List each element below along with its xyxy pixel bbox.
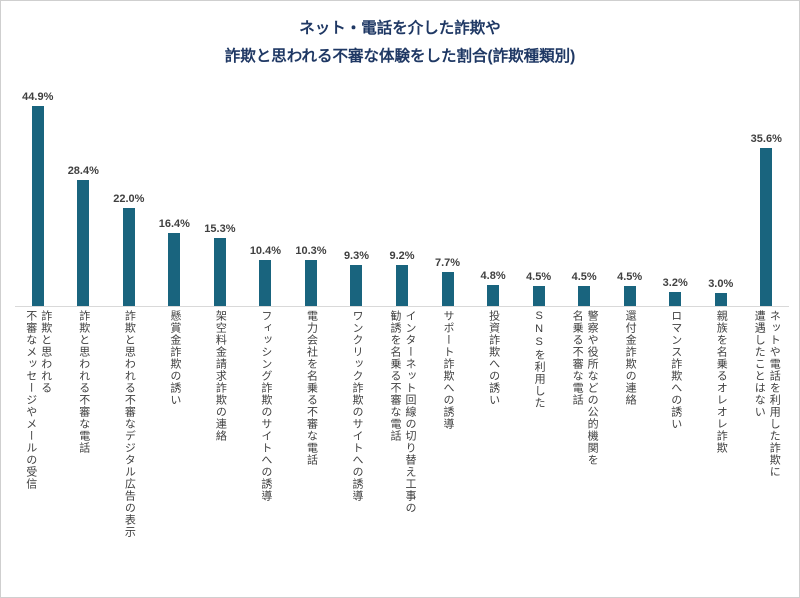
category-label-cell: 架空料金請求詐欺の連絡 bbox=[197, 310, 243, 442]
category-label: 詐欺と思われる 不審なメッセージやメールの受信 bbox=[24, 310, 52, 490]
category-axis-labels: 詐欺と思われる 不審なメッセージやメールの受信 詐欺と思われる不審な電話 詐欺と思わ… bbox=[15, 307, 789, 589]
bar bbox=[168, 233, 181, 306]
bar-column: 44.9% bbox=[15, 91, 61, 306]
category-label: ロマンス詐欺への誘い bbox=[669, 310, 682, 430]
category-label-cell: 投資詐欺への誘い bbox=[470, 310, 516, 406]
bar-value-label: 4.5% bbox=[526, 271, 552, 283]
bar-value-label: 22.0% bbox=[113, 193, 145, 205]
category-label-cell: 詐欺と思われる不審なデジタル広告の表示 bbox=[106, 310, 152, 538]
bar-column: 9.2% bbox=[379, 250, 425, 306]
bar bbox=[350, 265, 363, 306]
bar-value-label: 9.2% bbox=[389, 250, 415, 262]
category-label-cell: ネットや電話を利用した詐欺に 遭遇したことはない bbox=[744, 310, 790, 478]
bar-column: 7.7% bbox=[425, 257, 471, 306]
bar bbox=[623, 286, 636, 306]
category-label: 架空料金請求詐欺の連絡 bbox=[214, 310, 227, 442]
category-label: 還付金詐欺の連絡 bbox=[624, 310, 637, 406]
bar-column: 22.0% bbox=[106, 193, 152, 306]
category-label-cell: 懸賞金詐欺の誘い bbox=[152, 310, 198, 406]
bar-column: 4.5% bbox=[607, 271, 653, 306]
bar bbox=[669, 292, 682, 306]
bar-value-label: 9.3% bbox=[343, 250, 370, 262]
category-label: サポート詐欺への誘導 bbox=[442, 310, 455, 430]
bar bbox=[578, 286, 591, 306]
bar-value-label: 10.3% bbox=[295, 245, 327, 257]
bar-column: 3.2% bbox=[652, 277, 698, 306]
category-label-cell: フィッシング詐欺のサイトへの誘導 bbox=[243, 310, 289, 502]
bar-value-label: 4.5% bbox=[617, 271, 643, 283]
category-label: 電力会社を名乗る不審な電話 bbox=[305, 310, 318, 466]
category-label: 投資詐欺への誘い bbox=[487, 310, 500, 406]
category-label: フィッシング詐欺のサイトへの誘導 bbox=[259, 310, 272, 502]
bar bbox=[31, 106, 44, 306]
bar-column: 16.4% bbox=[152, 218, 198, 306]
bar-column: 4.8% bbox=[470, 270, 516, 306]
category-label: 親族を名乗るオレオレ詐欺 bbox=[715, 310, 728, 454]
bar bbox=[760, 148, 773, 306]
category-label-cell: ワンクリック詐欺のサイトへの誘導 bbox=[334, 310, 380, 502]
category-label: 詐欺と思われる不審なデジタル広告の表示 bbox=[123, 310, 136, 538]
category-label-cell: 電力会社を名乗る不審な電話 bbox=[288, 310, 334, 466]
bar-value-label: 4.5% bbox=[571, 271, 597, 283]
category-label-cell: サポート詐欺への誘導 bbox=[425, 310, 471, 430]
bar bbox=[532, 286, 545, 306]
bar-column: 9.3% bbox=[334, 250, 380, 306]
category-label-cell: 詐欺と思われる不審な電話 bbox=[61, 310, 107, 454]
bar-column: 35.6% bbox=[744, 133, 790, 306]
category-label-cell: 詐欺と思われる 不審なメッセージやメールの受信 bbox=[15, 310, 61, 490]
category-label-cell: インターネット回線の切り替え工事の 勧誘を名乗る不審な電話 bbox=[379, 310, 425, 514]
category-label-cell: 還付金詐欺の連絡 bbox=[607, 310, 653, 406]
bar bbox=[213, 238, 226, 306]
bar-column: 3.0% bbox=[698, 278, 744, 306]
bar bbox=[77, 180, 90, 306]
bar-column: 10.4% bbox=[243, 245, 289, 306]
bar-value-label: 3.0% bbox=[708, 278, 734, 290]
category-label: SNSを利用した bbox=[533, 310, 546, 409]
chart-title-line2: 詐欺と思われる不審な体験をした割合(詐欺種類別) bbox=[224, 48, 576, 65]
bar-column: 4.5% bbox=[561, 271, 607, 306]
bar-column: 10.3% bbox=[288, 245, 334, 306]
bar bbox=[487, 285, 500, 306]
bar bbox=[259, 260, 272, 306]
bar-value-label: 44.9% bbox=[22, 91, 54, 103]
bar-value-label: 15.3% bbox=[204, 223, 236, 235]
bar-value-label: 7.7% bbox=[435, 257, 461, 269]
bar bbox=[714, 293, 727, 306]
bar bbox=[396, 265, 409, 306]
chart-title: ネット・電話を介した詐欺や 詐欺と思われる不審な体験をした割合(詐欺種類別) bbox=[1, 15, 799, 71]
chart-title-line1: ネット・電話を介した詐欺や bbox=[299, 20, 501, 37]
bar-value-label: 4.8% bbox=[480, 270, 506, 282]
bar-value-label: 28.4% bbox=[67, 165, 99, 177]
bar bbox=[441, 272, 454, 306]
category-label: ネットや電話を利用した詐欺に 遭遇したことはない bbox=[753, 310, 781, 478]
bar-value-label: 10.4% bbox=[249, 245, 282, 257]
bar-chart-plot-area: 44.9% 28.4% 22.0% 16.4% 15.3% 10.4% 10.3% 9.3% 9… bbox=[15, 75, 789, 307]
category-label-cell: SNSを利用した bbox=[516, 310, 562, 409]
category-label-cell: ロマンス詐欺への誘い bbox=[652, 310, 698, 430]
bar-column: 15.3% bbox=[197, 223, 243, 306]
category-label: インターネット回線の切り替え工事の 勧誘を名乗る不審な電話 bbox=[389, 310, 417, 514]
bar-column: 4.5% bbox=[516, 271, 562, 306]
bar bbox=[304, 260, 317, 306]
bar-value-label: 16.4% bbox=[158, 218, 190, 230]
bar-column: 28.4% bbox=[61, 165, 107, 306]
bar bbox=[122, 208, 135, 306]
category-label: ワンクリック詐欺のサイトへの誘導 bbox=[350, 310, 363, 502]
category-label-cell: 親族を名乗るオレオレ詐欺 bbox=[698, 310, 744, 454]
category-label-cell: 警察や役所などの公的機関を 名乗る不審な電話 bbox=[561, 310, 607, 466]
bar-value-label: 3.2% bbox=[662, 277, 688, 289]
category-label: 詐欺と思われる不審な電話 bbox=[77, 310, 90, 454]
category-label: 懸賞金詐欺の誘い bbox=[168, 310, 181, 406]
bar-value-label: 35.6% bbox=[750, 133, 782, 145]
category-label: 警察や役所などの公的機関を 名乗る不審な電話 bbox=[571, 310, 599, 466]
